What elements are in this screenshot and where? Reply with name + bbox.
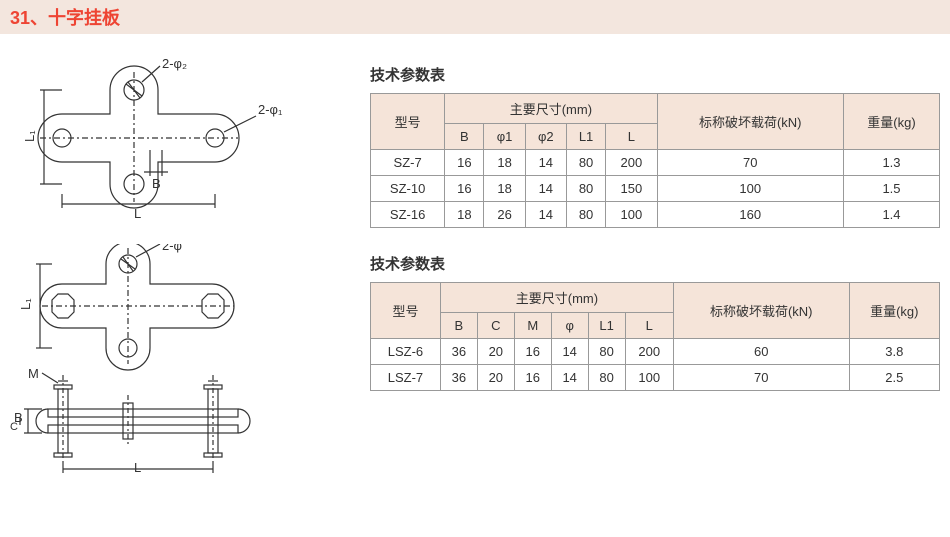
t2-col-dims: 主要尺寸(mm): [440, 283, 673, 313]
cell: LSZ-6: [371, 339, 441, 365]
label-L1-2: L₁: [18, 298, 33, 310]
cell: 80: [566, 150, 605, 176]
cell: 26: [484, 202, 525, 228]
label-L1: L₁: [22, 130, 37, 142]
t2-dim-C: C: [477, 313, 514, 339]
t2-dim-L1: L1: [588, 313, 625, 339]
t1-dim-phi1: φ1: [484, 124, 525, 150]
cell: 14: [551, 365, 588, 391]
cell: 36: [440, 339, 477, 365]
label-phi2: 2-φ₂: [162, 56, 187, 71]
t1-dim-phi2: φ2: [525, 124, 566, 150]
t1-col-model: 型号: [371, 94, 445, 150]
cell: 16: [514, 365, 551, 391]
diagram-column: 2-φ₂ 2-φ₁ L₁ B L: [10, 54, 350, 494]
cell: 80: [588, 365, 625, 391]
cell: 16: [445, 176, 484, 202]
cell: 70: [657, 150, 843, 176]
cell: 14: [525, 176, 566, 202]
cell: 200: [606, 150, 657, 176]
label-B: B: [152, 176, 161, 191]
t1-dim-L1: L1: [566, 124, 605, 150]
cell: 14: [551, 339, 588, 365]
diagram-cross-plate: 2-φ₂ 2-φ₁ L₁ B L: [10, 54, 350, 224]
cell: 80: [588, 339, 625, 365]
cell: 14: [525, 150, 566, 176]
cell: 100: [606, 202, 657, 228]
table2-title: 技术参数表: [370, 253, 940, 274]
diagram-bolt-plate: 2-φ L₁ M B C L: [10, 244, 350, 474]
cell: 1.5: [843, 176, 939, 202]
cell: 36: [440, 365, 477, 391]
table-row: SZ-16 18 26 14 80 100 160 1.4: [371, 202, 940, 228]
cell: 3.8: [849, 339, 939, 365]
label-C: C: [10, 421, 18, 433]
table1-title: 技术参数表: [370, 64, 940, 85]
label-L2: L: [134, 460, 141, 474]
t1-col-weight: 重量(kg): [843, 94, 939, 150]
cell: 2.5: [849, 365, 939, 391]
cell: 18: [484, 150, 525, 176]
label-M: M: [28, 366, 39, 381]
cell: SZ-16: [371, 202, 445, 228]
cell: 18: [445, 202, 484, 228]
label-phi1: 2-φ₁: [258, 102, 283, 117]
cell: 100: [657, 176, 843, 202]
label-phi: 2-φ: [162, 244, 182, 253]
t2-dim-M: M: [514, 313, 551, 339]
cell: 70: [673, 365, 849, 391]
t2-dim-B: B: [440, 313, 477, 339]
cell: 18: [484, 176, 525, 202]
table-row: SZ-10 16 18 14 80 150 100 1.5: [371, 176, 940, 202]
cell: 80: [566, 176, 605, 202]
table-row: LSZ-7 36 20 16 14 80 100 70 2.5: [371, 365, 940, 391]
t2-col-model: 型号: [371, 283, 441, 339]
cell: 16: [445, 150, 484, 176]
cell: SZ-7: [371, 150, 445, 176]
content: 2-φ₂ 2-φ₁ L₁ B L: [0, 54, 950, 514]
cell: 16: [514, 339, 551, 365]
cell: 1.4: [843, 202, 939, 228]
t1-dim-B: B: [445, 124, 484, 150]
t2-col-weight: 重量(kg): [849, 283, 939, 339]
label-L: L: [134, 206, 141, 221]
spec-table-1: 型号 主要尺寸(mm) 标称破坏载荷(kN) 重量(kg) B φ1 φ2 L1…: [370, 93, 940, 228]
cell: 1.3: [843, 150, 939, 176]
cell: 80: [566, 202, 605, 228]
t1-dim-L: L: [606, 124, 657, 150]
t2-col-load: 标称破坏载荷(kN): [673, 283, 849, 339]
spec-table-2: 型号 主要尺寸(mm) 标称破坏载荷(kN) 重量(kg) B C M φ L1…: [370, 282, 940, 391]
cell: 14: [525, 202, 566, 228]
cell: 20: [477, 339, 514, 365]
cell: 100: [625, 365, 673, 391]
cell: 200: [625, 339, 673, 365]
cell: 60: [673, 339, 849, 365]
cell: 150: [606, 176, 657, 202]
title-bar: 31、十字挂板: [0, 0, 950, 34]
t2-dim-L: L: [625, 313, 673, 339]
table-row: LSZ-6 36 20 16 14 80 200 60 3.8: [371, 339, 940, 365]
cell: 160: [657, 202, 843, 228]
table-row: SZ-7 16 18 14 80 200 70 1.3: [371, 150, 940, 176]
t1-col-load: 标称破坏载荷(kN): [657, 94, 843, 150]
t2-dim-phi: φ: [551, 313, 588, 339]
cell: 20: [477, 365, 514, 391]
tables-column: 技术参数表 型号 主要尺寸(mm) 标称破坏载荷(kN) 重量(kg) B φ1…: [370, 54, 940, 494]
page-title: 31、十字挂板: [10, 8, 120, 28]
cell: SZ-10: [371, 176, 445, 202]
t1-col-dims: 主要尺寸(mm): [445, 94, 657, 124]
cell: LSZ-7: [371, 365, 441, 391]
